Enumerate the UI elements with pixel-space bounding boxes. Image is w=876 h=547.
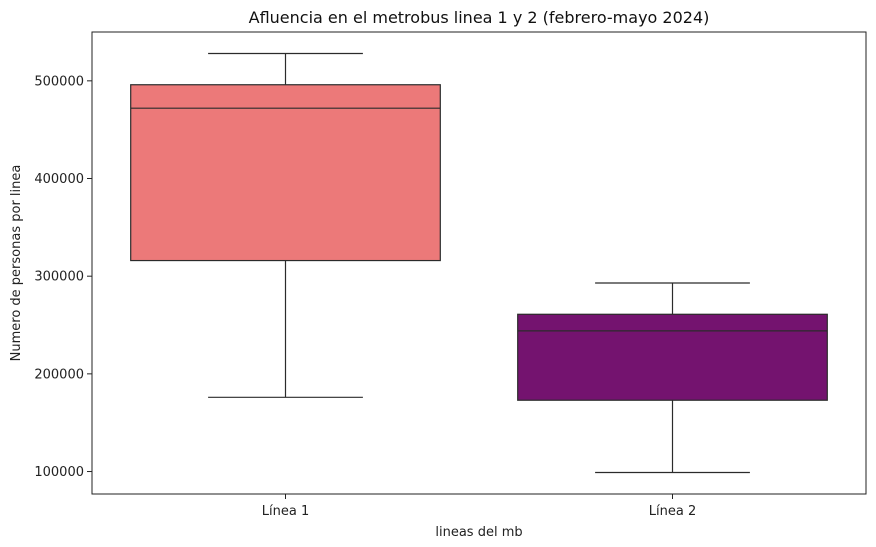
x-tick-label: Línea 2 — [649, 504, 696, 519]
y-tick-label: 300000 — [34, 270, 84, 285]
x-tick-label: Línea 1 — [262, 504, 309, 519]
y-axis-label: Numero de personas por linea — [9, 165, 24, 362]
y-tick-label: 200000 — [34, 367, 84, 382]
y-axis: 100000 200000 300000 400000 500000 — [34, 74, 92, 480]
iqr-box — [130, 84, 441, 262]
x-axis: Línea 1 Línea 2 — [262, 494, 696, 519]
boxes-layer — [130, 52, 828, 474]
y-tick-label: 500000 — [34, 74, 84, 89]
x-axis-label: lineas del mb — [435, 525, 522, 540]
chart-title: Afluencia en el metrobus linea 1 y 2 (fe… — [249, 8, 710, 27]
iqr-box — [517, 313, 828, 401]
y-tick-label: 400000 — [34, 172, 84, 187]
box-l-nea-2 — [517, 282, 828, 474]
box-l-nea-1 — [130, 52, 441, 398]
y-tick-label: 100000 — [34, 465, 84, 480]
